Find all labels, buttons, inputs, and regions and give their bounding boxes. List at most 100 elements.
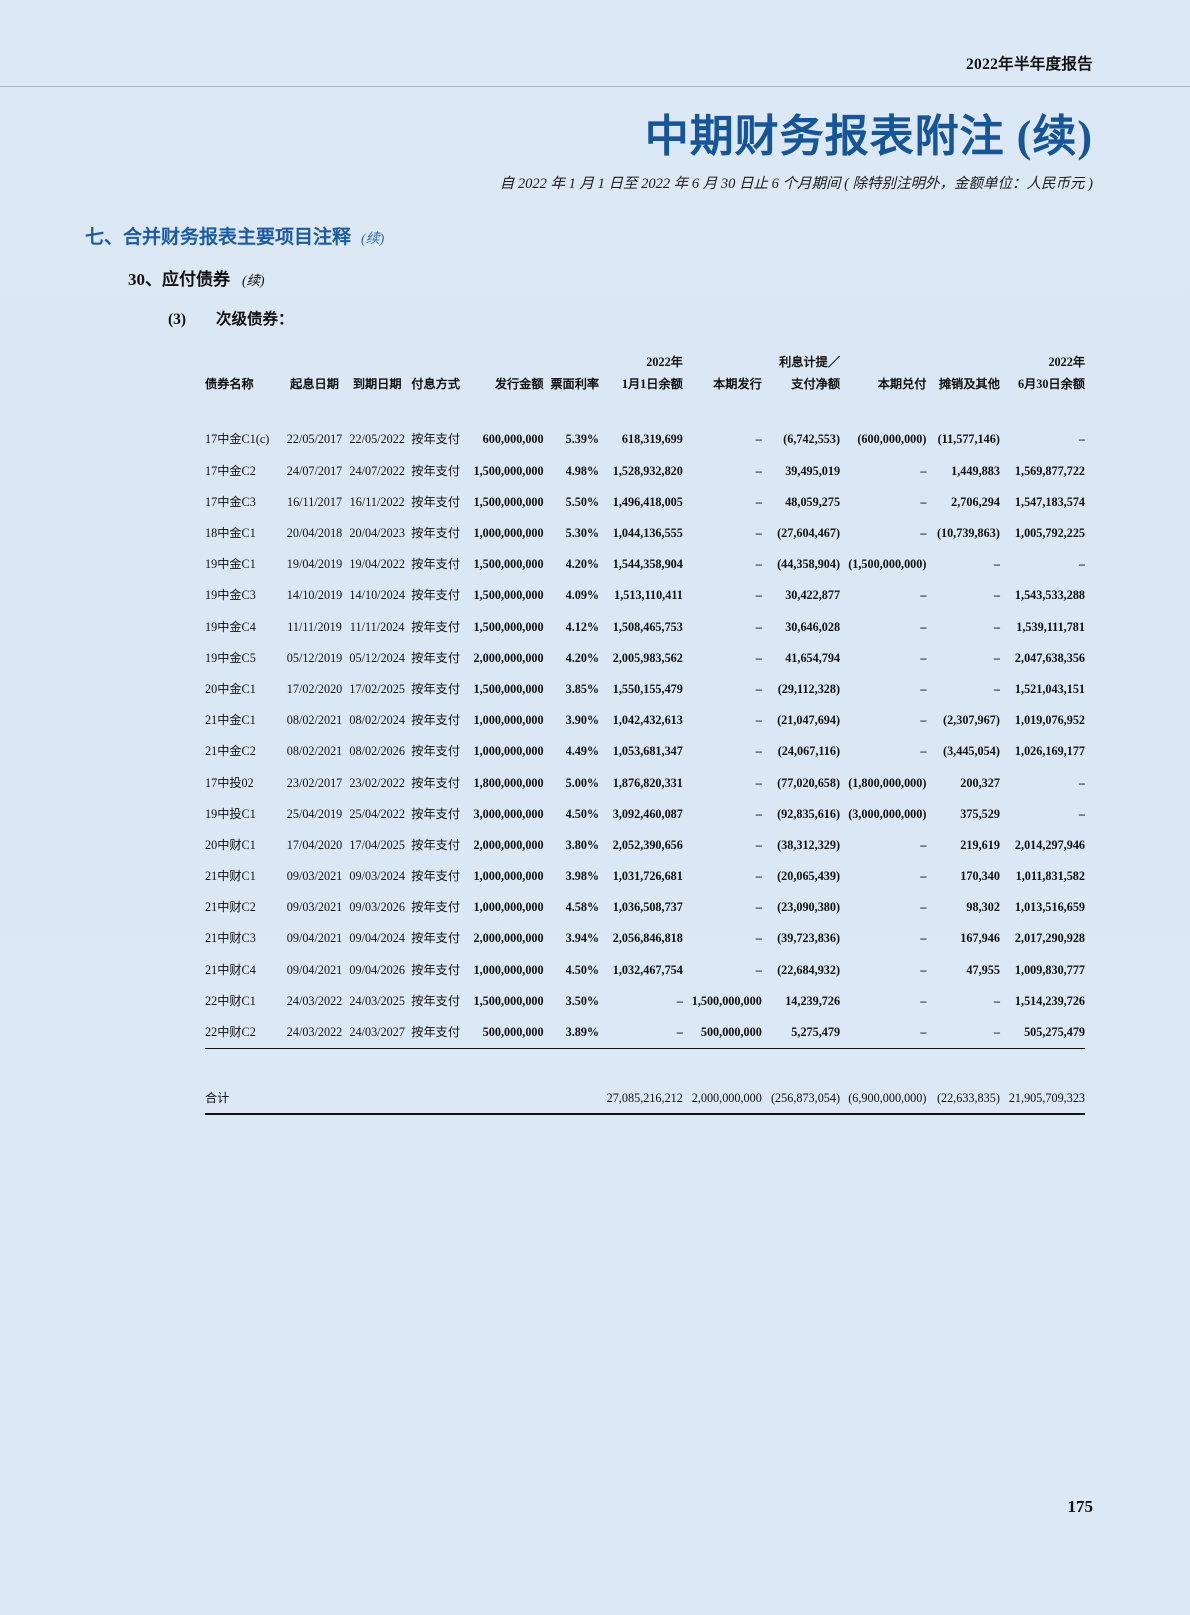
total-close-balance: 21,905,709,323 bbox=[1008, 1091, 1085, 1106]
total-new-issue: 2,000,000,000 bbox=[691, 1091, 762, 1106]
header-issue-amount: 发行金额 bbox=[494, 376, 544, 391]
section-level2-text: 30、应付债券 bbox=[128, 270, 230, 289]
cell-new-issue: – bbox=[755, 588, 762, 603]
total-issue-blank bbox=[463, 1083, 544, 1113]
cell-open-balance: 3,092,460,087 bbox=[612, 806, 683, 821]
cell-issue-amount: 1,500,000,000 bbox=[473, 494, 544, 509]
cell-close-balance: 1,539,111,781 bbox=[1016, 619, 1085, 634]
cell-new-issue: – bbox=[755, 931, 762, 946]
cell-interest-net: (27,604,467) bbox=[777, 526, 841, 541]
cell-interest-net: 30,646,028 bbox=[785, 619, 841, 634]
cell-pay-method: 按年支付 bbox=[411, 619, 461, 634]
cell-end-date: 05/12/2024 bbox=[349, 650, 405, 665]
cell-open-balance: 1,036,508,737 bbox=[612, 900, 683, 915]
cell-issue-amount: 500,000,000 bbox=[482, 1025, 544, 1040]
cell-coupon-rate: 5.39% bbox=[565, 432, 600, 447]
cell-interest-net: (38,312,329) bbox=[777, 837, 841, 852]
cell-close-balance: 1,013,516,659 bbox=[1014, 900, 1085, 915]
cell-coupon-rate: 4.98% bbox=[565, 463, 600, 478]
cell-close-balance: 2,047,638,356 bbox=[1014, 650, 1085, 665]
table-row: 19中金C4 11/11/2019 11/11/2024 按年支付 1,500,000,… bbox=[205, 611, 1085, 642]
cell-amort-other: – bbox=[993, 681, 1000, 696]
cell-pay-method: 按年支付 bbox=[411, 526, 461, 541]
cell-issue-amount: 3,000,000,000 bbox=[473, 806, 544, 821]
cell-end-date: 24/03/2025 bbox=[349, 993, 405, 1008]
table-total-section: 合计 27,085,216,212 2,000,000,000 (256,873… bbox=[205, 1047, 1085, 1115]
cell-bond-name: 22中财C1 bbox=[205, 993, 256, 1008]
table-row: 19中投C1 25/04/2019 25/04/2022 按年支付 3,000,000,… bbox=[205, 798, 1085, 829]
total-redeemed: (6,900,000,000) bbox=[848, 1091, 927, 1106]
cell-interest-net: 30,422,877 bbox=[785, 588, 841, 603]
cell-open-balance: 1,876,820,331 bbox=[612, 775, 683, 790]
cell-bond-name: 21中金C2 bbox=[205, 744, 256, 759]
cell-end-date: 20/04/2023 bbox=[349, 526, 405, 541]
cell-issue-amount: 1,000,000,000 bbox=[473, 869, 544, 884]
cell-coupon-rate: 4.49% bbox=[565, 744, 600, 759]
header-spacer-end bbox=[346, 350, 409, 370]
cell-interest-net: 14,239,726 bbox=[785, 993, 841, 1008]
cell-coupon-rate: 3.98% bbox=[565, 869, 600, 884]
cell-close-balance: 1,009,830,777 bbox=[1014, 962, 1085, 977]
cell-bond-name: 17中金C2 bbox=[205, 463, 256, 478]
header-divider bbox=[0, 86, 1190, 87]
cell-new-issue: – bbox=[755, 619, 762, 634]
header-spacer-pay bbox=[409, 350, 463, 370]
table-gap-cell bbox=[205, 1049, 1085, 1083]
cell-open-balance: 1,053,681,347 bbox=[612, 744, 683, 759]
cell-close-balance: – bbox=[1078, 432, 1085, 447]
cell-interest-net: (6,742,553) bbox=[783, 432, 841, 447]
cell-amort-other: – bbox=[993, 650, 1000, 665]
cell-bond-name: 19中金C4 bbox=[205, 619, 256, 634]
cell-pay-method: 按年支付 bbox=[411, 650, 461, 665]
cell-amort-other: 1,449,883 bbox=[951, 463, 1000, 478]
cell-end-date: 16/11/2022 bbox=[349, 494, 405, 509]
cell-amort-other: – bbox=[993, 619, 1000, 634]
cell-start-date: 16/11/2017 bbox=[286, 494, 343, 509]
cell-start-date: 09/03/2021 bbox=[286, 900, 343, 915]
cell-issue-amount: 1,500,000,000 bbox=[473, 619, 544, 634]
cell-end-date: 08/02/2024 bbox=[349, 713, 405, 728]
cell-bond-name: 20中财C1 bbox=[205, 837, 256, 852]
header-close-balance-year: 2022年 bbox=[1048, 354, 1085, 369]
cell-interest-net: (21,047,694) bbox=[777, 713, 841, 728]
total-start-blank bbox=[283, 1083, 346, 1113]
total-end-blank bbox=[346, 1083, 409, 1113]
cell-coupon-rate: 3.80% bbox=[565, 837, 600, 852]
cell-amort-other: 98,302 bbox=[966, 900, 1000, 915]
header-spacer-amort bbox=[926, 350, 999, 370]
cell-amort-other: 167,946 bbox=[960, 931, 1000, 946]
table-spacer-cell bbox=[205, 392, 1085, 424]
page-subtitle: 自 2022 年 1 月 1 日至 2022 年 6 月 30 日止 6 个月期… bbox=[499, 176, 1093, 192]
cell-close-balance: – bbox=[1078, 557, 1085, 572]
running-head: 2022年半年度报告 bbox=[965, 56, 1093, 73]
cell-redeemed: – bbox=[920, 1025, 927, 1040]
table-rule-line bbox=[205, 1047, 1085, 1050]
cell-amort-other: (2,307,967) bbox=[943, 713, 1000, 728]
header-end-date: 到期日期 bbox=[352, 376, 402, 391]
cell-start-date: 23/02/2017 bbox=[286, 775, 343, 790]
cell-open-balance: – bbox=[676, 1025, 683, 1040]
cell-redeemed: – bbox=[920, 588, 927, 603]
header-amort-other: 摊销及其他 bbox=[938, 376, 1000, 391]
cell-new-issue: – bbox=[755, 806, 762, 821]
cell-redeemed: – bbox=[920, 993, 927, 1008]
cell-close-balance: 1,011,831,582 bbox=[1015, 869, 1085, 884]
header-open-balance: 1月1日余额 bbox=[621, 376, 683, 391]
cell-new-issue: – bbox=[755, 494, 762, 509]
cell-issue-amount: 1,000,000,000 bbox=[473, 744, 544, 759]
table-row: 19中金C1 19/04/2019 19/04/2022 按年支付 1,500,000,… bbox=[205, 549, 1085, 580]
cell-open-balance: 2,005,983,562 bbox=[612, 650, 683, 665]
cell-open-balance: 1,513,110,411 bbox=[614, 588, 683, 603]
cell-redeemed: – bbox=[920, 744, 927, 759]
cell-open-balance: 1,031,726,681 bbox=[612, 869, 683, 884]
cell-bond-name: 21中金C1 bbox=[205, 713, 256, 728]
cell-end-date: 24/07/2022 bbox=[349, 463, 405, 478]
subordinated-bonds-table: 2022年 利息计提／ 2022年 债券名称 起息日期 到期日期 付息方式 发行… bbox=[205, 350, 1085, 1115]
table-row: 17中金C1(c) 22/05/2017 22/05/2022 按年支付 600,000… bbox=[205, 424, 1085, 455]
table-row: 22中财C1 24/03/2022 24/03/2025 按年支付 1,500,000,… bbox=[205, 985, 1085, 1016]
cell-interest-net: 48,059,275 bbox=[785, 494, 841, 509]
cell-redeemed: – bbox=[920, 713, 927, 728]
table-row: 21中财C1 09/03/2021 09/03/2024 按年支付 1,000,000,… bbox=[205, 861, 1085, 892]
cell-close-balance: 1,005,792,225 bbox=[1014, 526, 1085, 541]
cell-interest-net: (39,723,836) bbox=[777, 931, 841, 946]
